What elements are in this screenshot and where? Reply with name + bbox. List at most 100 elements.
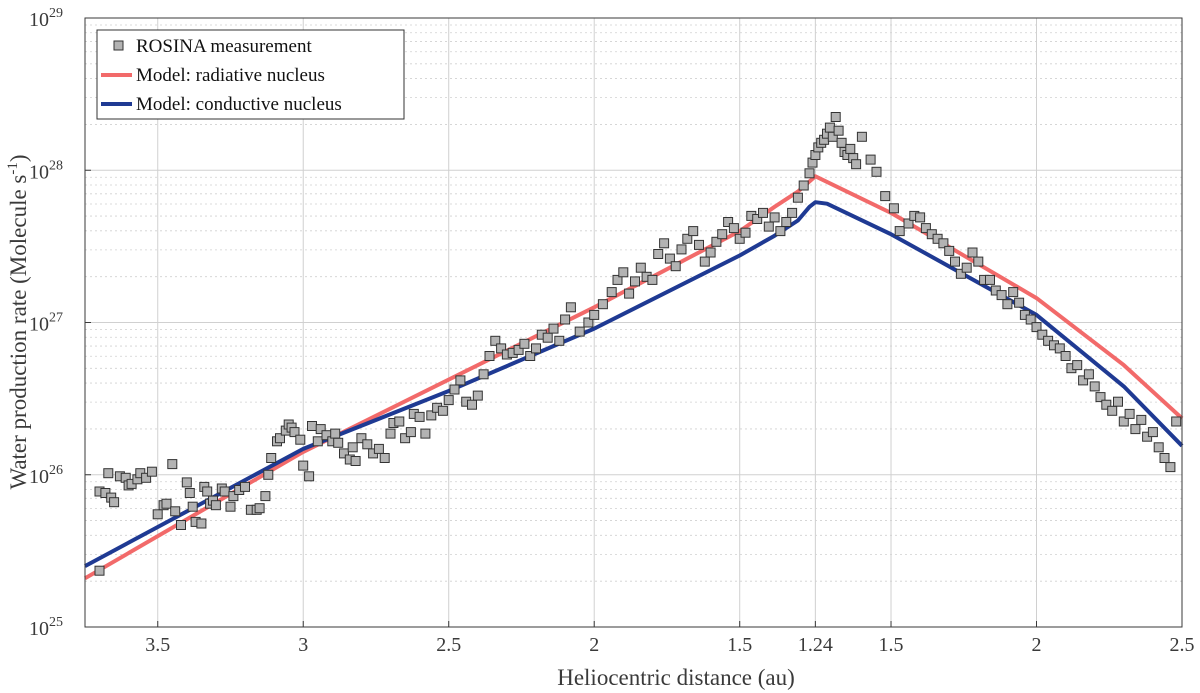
rosina-point bbox=[240, 481, 250, 492]
rosina-point bbox=[630, 276, 640, 287]
rosina-point bbox=[373, 443, 384, 454]
rosina-point bbox=[1124, 408, 1135, 419]
rosina-point bbox=[141, 472, 152, 483]
rosina-point bbox=[437, 405, 448, 416]
x-tick-label: 2.5 bbox=[436, 634, 461, 656]
legend-box bbox=[96, 29, 405, 120]
rosina-point bbox=[682, 233, 693, 244]
rosina-point bbox=[347, 442, 358, 453]
rosina-point bbox=[298, 460, 309, 471]
rosina-point bbox=[740, 227, 751, 238]
rosina-point bbox=[827, 131, 838, 142]
rosina-point bbox=[219, 486, 230, 497]
rosina-point bbox=[996, 290, 1007, 301]
x-tick-label: 3.5 bbox=[145, 634, 170, 656]
rosina-point bbox=[554, 335, 565, 346]
rosina-point bbox=[723, 217, 734, 227]
rosina-point bbox=[266, 453, 277, 463]
rosina-point bbox=[420, 428, 431, 439]
x-tick-label: 2 bbox=[589, 634, 599, 656]
rosina-point bbox=[394, 416, 405, 427]
rosina-point bbox=[728, 223, 739, 234]
y-axis-label-sup: -1 bbox=[5, 162, 21, 175]
rosina-point bbox=[1095, 392, 1106, 403]
rosina-point bbox=[752, 214, 763, 224]
rosina-point bbox=[1025, 314, 1036, 325]
rosina-point bbox=[787, 207, 798, 218]
rosina-point bbox=[315, 424, 326, 435]
rosina-point bbox=[94, 565, 105, 576]
x-tick-labels: 3.5 3 2.5 2 1.5 1.24 1.5 2 2.5 bbox=[145, 621, 1195, 656]
rosina-point bbox=[688, 226, 699, 237]
rosina-point bbox=[1031, 322, 1042, 333]
rosina-point bbox=[103, 468, 114, 479]
rosina-point bbox=[1014, 297, 1025, 308]
rosina-point bbox=[449, 384, 460, 395]
rosina-point bbox=[490, 335, 501, 346]
rosina-point bbox=[944, 245, 955, 256]
rosina-point bbox=[938, 238, 949, 249]
rosina-point bbox=[1107, 405, 1118, 416]
rosina-point bbox=[443, 395, 454, 406]
y-tick-base: 10 bbox=[29, 9, 49, 31]
rosina-point bbox=[362, 439, 373, 450]
rosina-point bbox=[1089, 381, 1100, 392]
rosina-point bbox=[531, 343, 541, 354]
rosina-point bbox=[903, 218, 914, 229]
rosina-point bbox=[950, 256, 960, 267]
y-axis-label-close: ) bbox=[6, 154, 31, 162]
rosina-point bbox=[871, 166, 882, 177]
rosina-point bbox=[1072, 360, 1083, 371]
legend: ROSINA measurement Model: radiative nucl… bbox=[96, 29, 405, 120]
y-tick-label: 1026 bbox=[29, 463, 63, 488]
rosina-point bbox=[467, 399, 477, 410]
rosina-point bbox=[647, 274, 658, 285]
rosina-point bbox=[263, 469, 274, 480]
rosina-point bbox=[920, 223, 931, 234]
rosina-point bbox=[888, 203, 899, 214]
rosina-point bbox=[330, 428, 341, 439]
rosina-point bbox=[146, 466, 157, 477]
rosina-point bbox=[109, 497, 120, 508]
rosina-point bbox=[426, 410, 437, 421]
rosina-point bbox=[152, 509, 163, 520]
rosina-point bbox=[1060, 351, 1071, 361]
rosina-point bbox=[798, 180, 809, 191]
rosina-point bbox=[1083, 369, 1094, 380]
y-tick-label: 1025 bbox=[29, 615, 63, 640]
rosina-point bbox=[405, 427, 416, 438]
rosina-point bbox=[385, 428, 396, 439]
rosina-point bbox=[1136, 414, 1147, 425]
rosina-point bbox=[635, 262, 646, 273]
rosina-point bbox=[472, 390, 483, 401]
rosina-point bbox=[184, 488, 195, 498]
y-tick-exponent: 26 bbox=[49, 463, 63, 478]
rosina-point bbox=[260, 491, 271, 502]
rosina-point bbox=[414, 411, 425, 422]
rosina-point bbox=[478, 369, 489, 380]
y-tick-exponent: 28 bbox=[49, 158, 63, 173]
rosina-point bbox=[1118, 416, 1129, 427]
rosina-point bbox=[624, 288, 635, 299]
rosina-point bbox=[312, 436, 323, 447]
rosina-point bbox=[705, 247, 716, 258]
rosina-point bbox=[915, 212, 926, 223]
rosina-point bbox=[804, 168, 815, 179]
x-tick-label: 1.24 bbox=[798, 634, 833, 656]
rosina-point bbox=[565, 302, 576, 313]
rosina-point bbox=[597, 299, 608, 310]
rosina-point bbox=[880, 191, 891, 202]
legend-label-conductive: Model: conductive nucleus bbox=[136, 94, 342, 115]
rosina-point bbox=[210, 500, 221, 511]
rosina-point bbox=[1008, 287, 1019, 298]
rosina-point bbox=[289, 427, 300, 438]
legend-marker-icon bbox=[113, 40, 124, 51]
rosina-point bbox=[548, 323, 559, 334]
y-tick-exponent: 29 bbox=[49, 6, 63, 21]
model-lines bbox=[83, 174, 1184, 581]
rosina-point bbox=[525, 351, 536, 361]
rosina-point bbox=[763, 221, 774, 232]
rosina-point bbox=[187, 501, 198, 512]
